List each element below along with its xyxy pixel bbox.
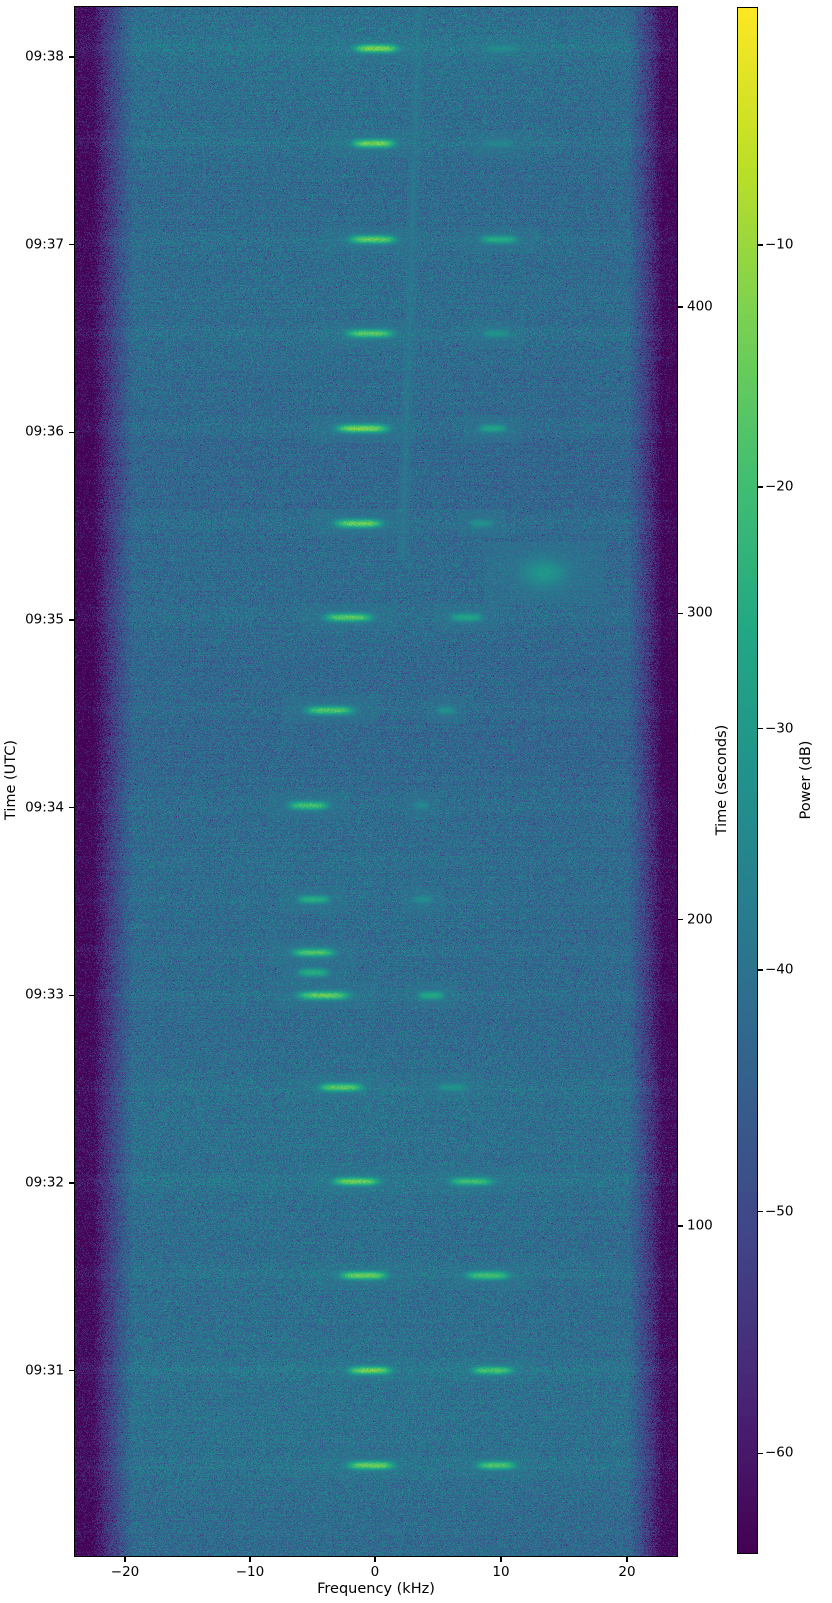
y-axis-left-title: Time (UTC) — [4, 740, 19, 820]
x-tick-label: 10 — [492, 1565, 509, 1580]
y-left-tick-label: 09:35 — [25, 613, 64, 628]
y-right-tick-label: 200 — [687, 912, 713, 927]
x-tick-label: 20 — [618, 1565, 635, 1580]
x-tick-mark — [500, 1556, 501, 1562]
y-right-tick-mark — [677, 613, 683, 614]
y-right-tick-label: 300 — [687, 606, 713, 621]
colorbar-tick-mark — [757, 486, 763, 487]
colorbar-tick-label: −60 — [765, 1446, 794, 1461]
spectrogram-figure: 09:38 09:37 09:36 09:35 09:34 09:33 09:32 09:31… — [0, 0, 832, 1603]
x-tick-mark — [626, 1556, 627, 1562]
colorbar-tick-mark — [757, 1453, 763, 1454]
colorbar-title: Power (dB) — [799, 741, 814, 820]
y-right-tick-mark — [677, 919, 683, 920]
colorbar-tick-label: −10 — [765, 238, 794, 253]
y-right-tick-label: 100 — [687, 1218, 713, 1233]
y-left-tick-mark — [69, 1370, 75, 1371]
colorbar-tick-label: −50 — [765, 1204, 794, 1219]
y-left-tick-mark — [69, 1182, 75, 1183]
colorbar-tick-mark — [757, 1211, 763, 1212]
x-tick-mark — [249, 1556, 250, 1562]
x-tick-label: 0 — [371, 1565, 380, 1580]
y-left-tick-mark — [69, 807, 75, 808]
y-right-tick-label: 400 — [687, 300, 713, 315]
y-left-tick-mark — [69, 432, 75, 433]
colorbar-tick-mark — [757, 728, 763, 729]
y-left-tick-label: 09:36 — [25, 425, 64, 440]
y-left-tick-label: 09:32 — [25, 1176, 64, 1191]
x-axis-title: Frequency (kHz) — [317, 1582, 435, 1597]
y-left-tick-mark — [69, 995, 75, 996]
colorbar-tick-label: −20 — [765, 479, 794, 494]
y-left-tick-label: 09:33 — [25, 988, 64, 1003]
y-right-tick-mark — [677, 1225, 683, 1226]
colorbar-tick-label: −40 — [765, 963, 794, 978]
y-left-tick-label: 09:38 — [25, 50, 64, 65]
colorbar-gradient — [738, 8, 757, 1553]
colorbar-tick-mark — [757, 244, 763, 245]
spectrogram-heatmap — [75, 7, 677, 1556]
colorbar-tick-mark — [757, 969, 763, 970]
y-left-tick-label: 09:31 — [25, 1363, 64, 1378]
y-left-tick-label: 09:34 — [25, 800, 64, 815]
x-tick-label: −20 — [111, 1565, 140, 1580]
y-left-tick-mark — [69, 56, 75, 57]
y-left-tick-mark — [69, 619, 75, 620]
y-right-tick-mark — [677, 306, 683, 307]
y-left-tick-mark — [69, 244, 75, 245]
x-tick-label: −10 — [236, 1565, 265, 1580]
y-left-tick-label: 09:37 — [25, 237, 64, 252]
x-tick-mark — [124, 1556, 125, 1562]
colorbar-tick-label: −30 — [765, 721, 794, 736]
y-axis-right-title: Time (seconds) — [715, 725, 730, 836]
x-tick-mark — [374, 1556, 375, 1562]
